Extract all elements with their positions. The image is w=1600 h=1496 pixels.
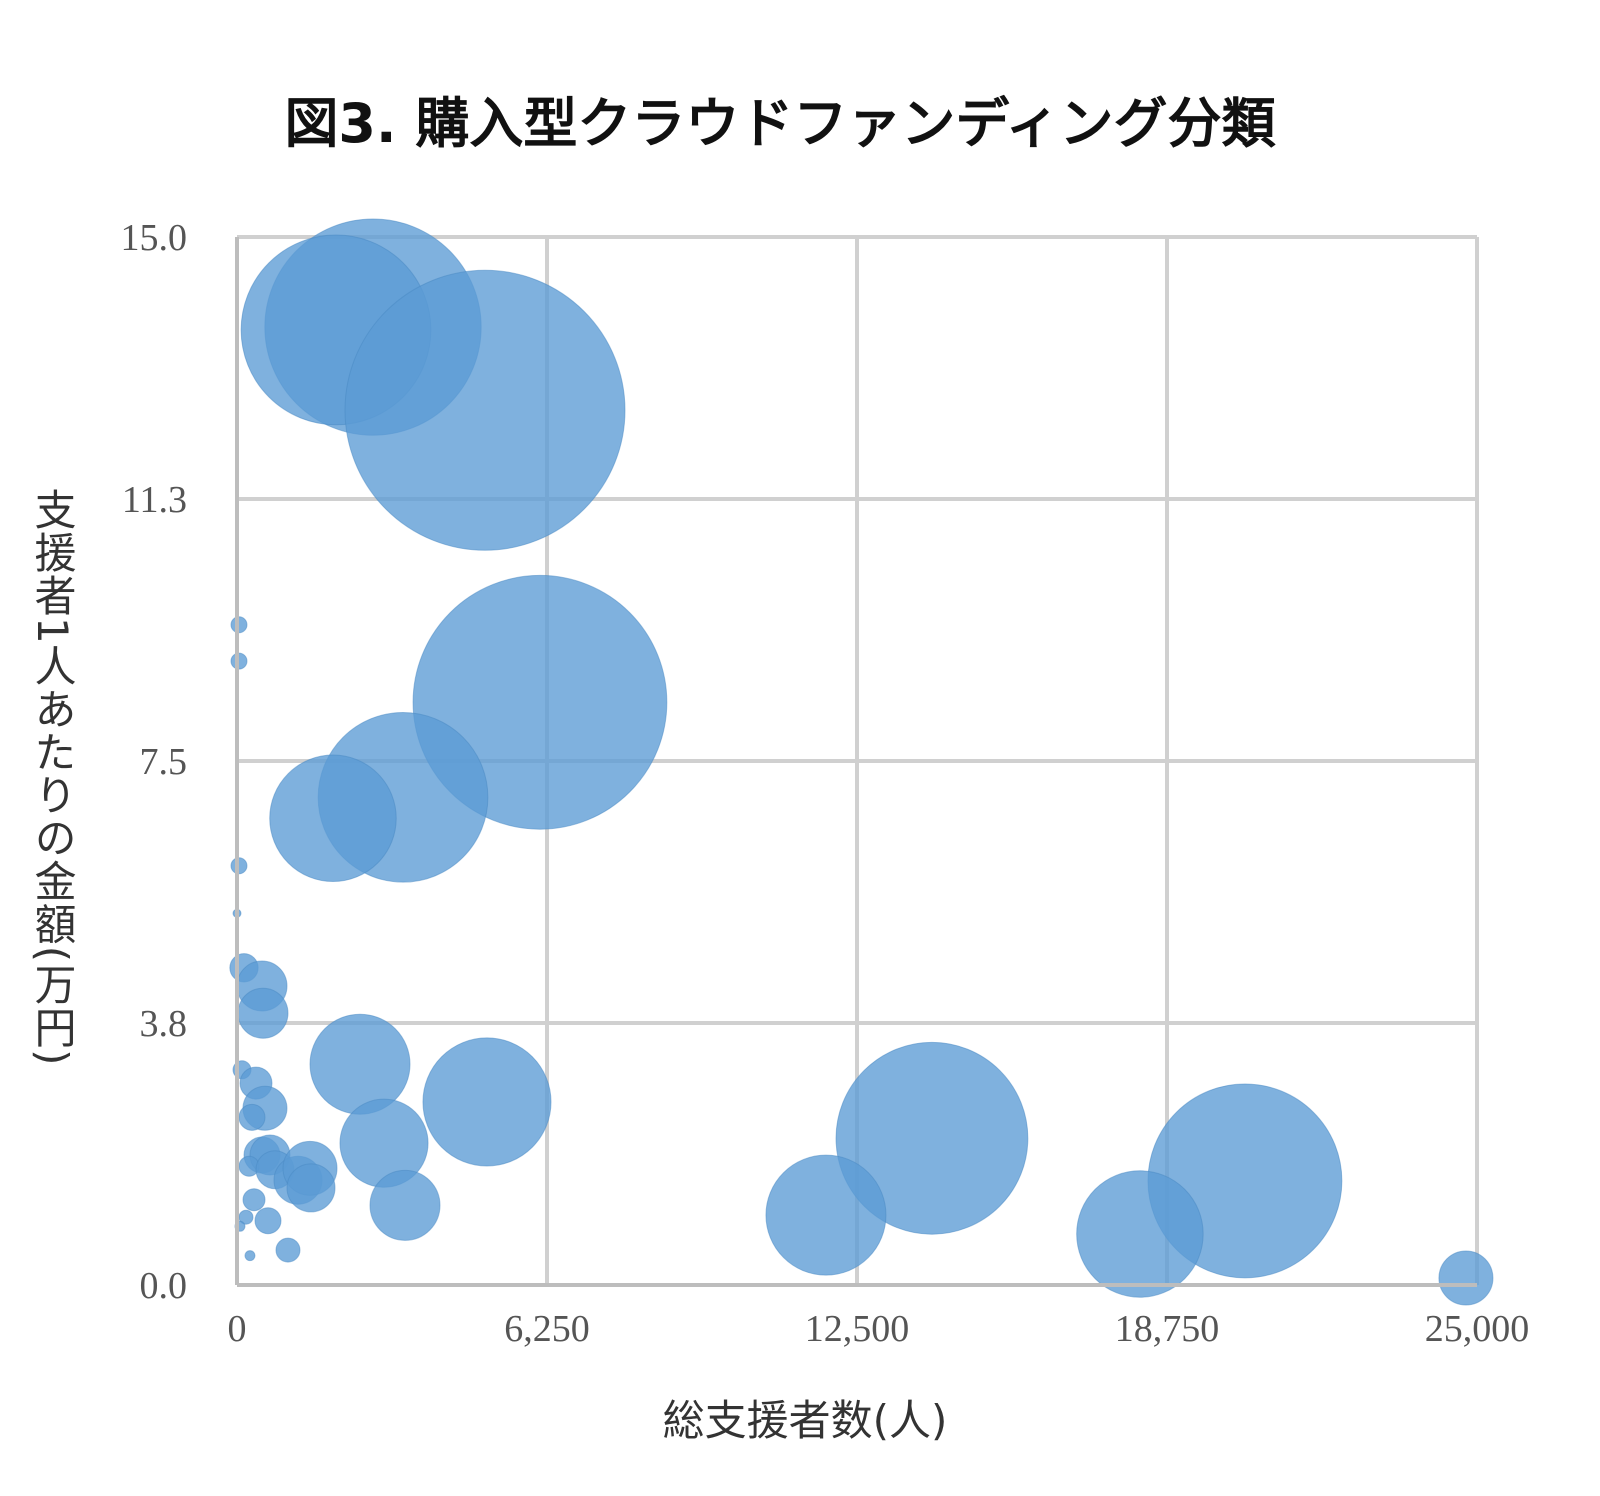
bubble xyxy=(238,1103,266,1131)
bubble xyxy=(286,1163,336,1213)
axes: 0 6,250 12,500 18,750 25,000 0.0 3.8 7.5 11.3 15.… xyxy=(121,217,1530,1350)
bubble xyxy=(275,1237,301,1263)
y-tick-label: 3.8 xyxy=(140,1003,188,1045)
x-tick-label: 18,750 xyxy=(1115,1308,1220,1350)
bubble xyxy=(269,754,397,883)
bubble xyxy=(369,1169,441,1241)
x-tick-label: 12,500 xyxy=(805,1308,910,1350)
bubble xyxy=(1438,1250,1494,1306)
bubble xyxy=(242,1188,266,1212)
chart-title: 図3. 購入型クラウドファンディング分類 xyxy=(284,92,1276,155)
bubble xyxy=(835,1041,1029,1235)
bubble xyxy=(237,987,289,1039)
y-tick-label: 0.0 xyxy=(140,1265,188,1307)
bubble xyxy=(309,1013,411,1115)
y-axis-label: 支援者1人あたりの金額(万円) xyxy=(28,488,77,1067)
bubbles xyxy=(229,218,1494,1306)
y-tick-label: 15.0 xyxy=(121,217,188,259)
x-tick-label: 25,000 xyxy=(1425,1308,1530,1350)
bubble xyxy=(244,1250,256,1262)
x-tick-label: 6,250 xyxy=(504,1308,590,1350)
bubble xyxy=(1076,1170,1204,1298)
x-axis-label: 総支援者数(人) xyxy=(663,1396,948,1445)
bubble xyxy=(422,1037,552,1167)
bubble xyxy=(765,1154,887,1276)
x-tick-label: 0 xyxy=(228,1308,247,1350)
bubble xyxy=(344,269,626,551)
y-tick-label: 11.3 xyxy=(122,479,187,521)
y-tick-label: 7.5 xyxy=(140,741,188,783)
bubble xyxy=(254,1207,282,1235)
